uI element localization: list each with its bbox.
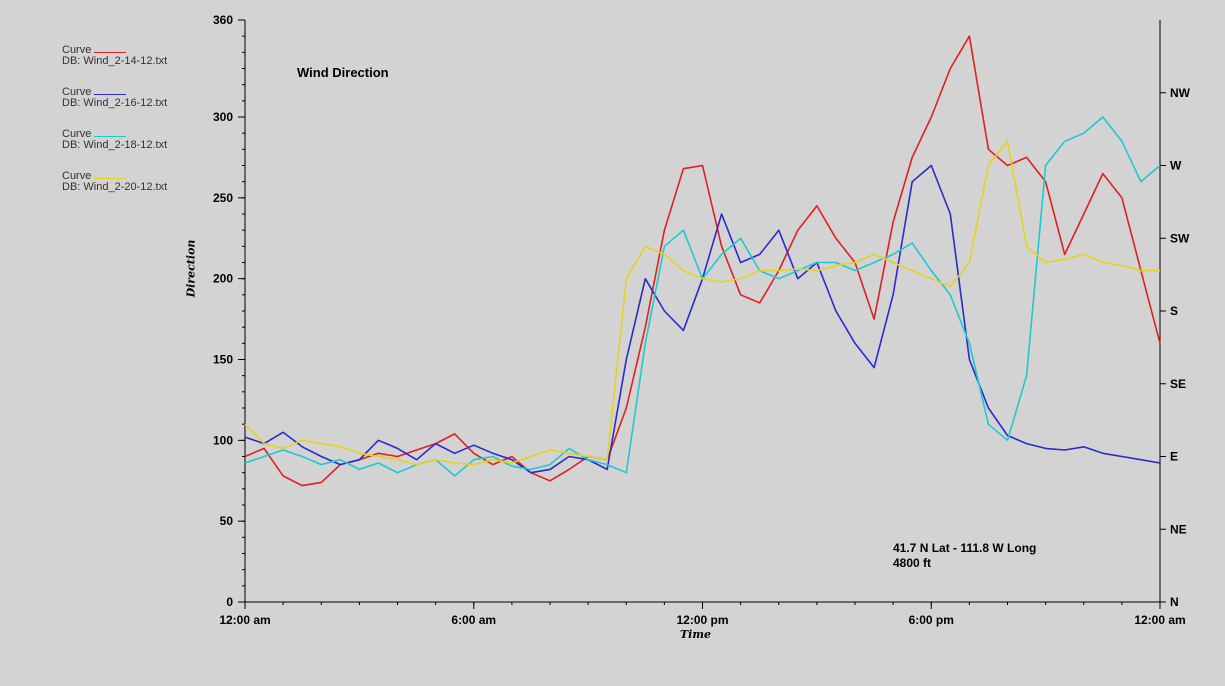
y2-tick-label: W	[1170, 159, 1182, 173]
location-annotation-line-2: 4800 ft	[893, 556, 932, 570]
y-axis-ticks: 0 50 100 150 200 250 300 360	[213, 13, 245, 609]
location-annotation-line-1: 41.7 N Lat - 111.8 W Long	[893, 541, 1037, 555]
legend-db-label: DB: Wind_2-14-12.txt	[62, 55, 168, 67]
chart-title: Wind Direction	[297, 65, 389, 80]
x-tick-label: 12:00 am	[1134, 613, 1185, 627]
y2-tick-label: SW	[1170, 231, 1190, 245]
x-axis-title: Time	[680, 628, 712, 641]
legend-curve-label: Curve	[62, 170, 92, 182]
legend: Curve DB: Wind_2-14-12.txt Curve DB: Win…	[62, 44, 212, 212]
series-lines	[244, 35, 1161, 487]
legend-swatch	[94, 52, 126, 53]
legend-item: Curve DB: Wind_2-18-12.txt	[62, 128, 212, 170]
location-annotation: 41.7 N Lat - 111.8 W Long 4800 ft	[893, 541, 1036, 571]
legend-item: Curve DB: Wind_2-16-12.txt	[62, 86, 212, 128]
y2-tick-label: E	[1170, 450, 1178, 464]
y-tick-label: 50	[220, 514, 234, 528]
x-tick-label: 12:00 am	[219, 613, 270, 627]
series-line-3	[244, 140, 1160, 466]
x-axis-ticks: 12:00 am 6:00 am 12:00 pm 6:00 pm 12:00 am	[219, 602, 1186, 627]
legend-db-label: DB: Wind_2-20-12.txt	[62, 181, 168, 193]
legend-curve-label: Curve	[62, 86, 92, 98]
legend-curve-label: Curve	[62, 44, 92, 56]
legend-item: Curve DB: Wind_2-20-12.txt	[62, 170, 212, 212]
y2-tick-label: SE	[1170, 377, 1186, 391]
legend-swatch	[94, 94, 126, 95]
minor-ticks	[242, 19, 1161, 605]
legend-db-label: DB: Wind_2-16-12.txt	[62, 97, 168, 109]
series-line-0	[244, 35, 1161, 487]
x-tick-label: 6:00 pm	[909, 613, 954, 627]
legend-db-label: DB: Wind_2-18-12.txt	[62, 139, 168, 151]
y-tick-label: 360	[213, 13, 233, 27]
legend-curve-label: Curve	[62, 128, 92, 140]
y-tick-label: 0	[226, 595, 233, 609]
x-tick-label: 6:00 am	[451, 613, 496, 627]
y-tick-label: 300	[213, 110, 233, 124]
y2-tick-label: S	[1170, 304, 1178, 318]
series-line-2	[244, 116, 1161, 477]
y-tick-label: 150	[213, 353, 233, 367]
y-tick-label: 250	[213, 191, 233, 205]
series-line-1	[244, 164, 1161, 474]
y2-axis-ticks: N NE E SE S SW W NW	[1160, 86, 1191, 609]
legend-swatch	[94, 178, 126, 179]
y2-tick-label: N	[1170, 595, 1179, 609]
y-axis-title: Direction	[184, 239, 198, 298]
y-tick-label: 100	[213, 433, 233, 447]
legend-swatch	[94, 136, 126, 137]
x-tick-label: 12:00 pm	[676, 613, 728, 627]
y2-tick-label: NW	[1170, 86, 1191, 100]
y2-tick-label: NE	[1170, 522, 1187, 536]
legend-item: Curve DB: Wind_2-14-12.txt	[62, 44, 212, 86]
y-tick-label: 200	[213, 272, 233, 286]
